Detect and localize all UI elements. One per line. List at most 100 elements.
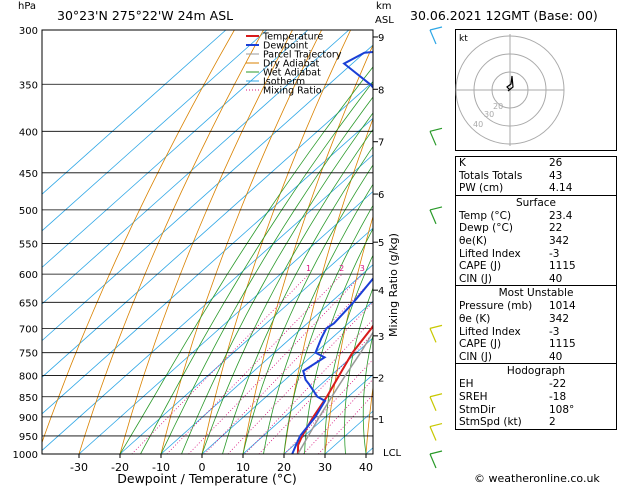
- location-label: 30°23'N 275°22'W 24m ASL: [57, 8, 234, 23]
- mixing-ratio-label: 2: [339, 264, 344, 273]
- series-dewpoint: [291, 50, 373, 454]
- pressure-tick-label: 850: [19, 393, 38, 404]
- mixing-ratio-line: [284, 359, 373, 454]
- lcl-label: LCL: [383, 448, 402, 459]
- mixing-ratio-line: [227, 301, 373, 454]
- legend-item: Temperature: [262, 32, 323, 43]
- mu-row: Pressure (mb) 1014: [459, 300, 576, 313]
- km-tick-label: 3: [378, 332, 384, 343]
- surface-row: Lifted Index -3: [459, 247, 560, 260]
- isotherm-line: [78, 190, 373, 454]
- dry-adiabat-line: [365, 384, 373, 454]
- isotherm-line: [42, 30, 309, 268]
- datetime-label: 30.06.2021 12GMT (Base: 00): [410, 8, 598, 23]
- dry-adiabat-line: [78, 30, 264, 454]
- wind-barb: [429, 127, 443, 132]
- hodograph-ring-label: 30: [484, 110, 494, 119]
- pressure-tick-label: 650: [19, 298, 38, 309]
- isotherm-line: [283, 373, 373, 454]
- x-tick-label: -10: [152, 461, 170, 474]
- x-axis-title: Dewpoint / Temperature (°C): [117, 471, 296, 486]
- mu-row: Lifted Index -3: [459, 325, 560, 338]
- km-tick-label: 7: [378, 138, 384, 149]
- mixing-ratio-axis-title: Mixing Ratio (g/kg): [387, 233, 400, 337]
- pressure-tick-label: 600: [19, 270, 38, 281]
- surface-row: Temp (°C) 23.4: [459, 209, 573, 222]
- pressure-tick-label: 500: [19, 206, 38, 217]
- surface-row: CAPE (J) 1115: [459, 260, 576, 273]
- hodograph-ring-label: 40: [473, 120, 483, 129]
- km-tick-label: 5: [378, 238, 384, 249]
- pressure-tick-label: 350: [19, 80, 38, 91]
- isotherm-line: [42, 30, 268, 232]
- isotherm-line: [42, 154, 373, 451]
- isotherm-line: [42, 44, 373, 342]
- index-row: PW (cm) 4.14: [459, 182, 573, 195]
- hpa-label: hPa: [18, 1, 37, 12]
- x-tick-label: -30: [70, 461, 88, 474]
- hodo-row: EH -22: [459, 378, 567, 391]
- pressure-tick-label: 900: [19, 413, 38, 424]
- surface-row: θe(K) 342: [459, 234, 570, 247]
- pressure-tick-label: 750: [19, 349, 38, 360]
- wet-adiabat-line: [362, 333, 373, 454]
- surface-title: Surface: [515, 196, 556, 209]
- hodograph-unit-label: kt: [459, 34, 468, 44]
- isotherm-line: [201, 300, 373, 454]
- wind-barb: [429, 26, 443, 31]
- km-tick-label: 2: [378, 374, 384, 385]
- plot-frame: [41, 29, 374, 455]
- isotherm-line: [42, 30, 227, 195]
- mu-row: CIN (J) 40: [459, 350, 563, 363]
- index-row: Totals Totals 43: [459, 169, 563, 182]
- isotherm-line: [160, 264, 373, 454]
- pressure-tick-label: 450: [19, 169, 38, 180]
- hodo-row: StmSpd (kt) 2: [459, 416, 556, 429]
- x-tick-label: 10: [236, 461, 250, 474]
- hodo-row: StmDir 108°: [459, 403, 575, 416]
- km-tick-label: 8: [378, 85, 384, 96]
- wind-barb: [429, 206, 443, 211]
- pressure-tick-label: 1000: [13, 450, 38, 461]
- legend-item: Parcel Trajectory: [263, 50, 342, 61]
- wind-barb: [429, 131, 437, 146]
- wet-adiabat-line: [201, 128, 373, 454]
- legend-item: Dry Adiabat: [263, 59, 320, 70]
- hodograph-ring-label: 20: [493, 102, 503, 111]
- isotherm-line: [242, 337, 373, 454]
- wind-barb: [429, 209, 437, 225]
- pressure-tick-label: 950: [19, 432, 38, 443]
- x-tick-label: 30: [318, 461, 332, 474]
- index-row: K 26: [459, 157, 563, 169]
- wind-barb: [429, 328, 437, 343]
- x-tick-label: 40: [359, 461, 373, 474]
- indices-table: K 26 Totals Totals 43 PW (cm) 4.14 Surface …: [455, 156, 617, 430]
- mixing-ratio-label: 1: [306, 264, 311, 273]
- mixing-ratio-label: 8: [413, 264, 418, 273]
- x-tick-label: 20: [277, 461, 291, 474]
- mixing-ratio-label: 4: [375, 264, 380, 273]
- mu-row: CAPE (J) 1115: [459, 338, 576, 351]
- mixing-ratio-line: [188, 273, 363, 454]
- wind-barb: [429, 324, 443, 329]
- x-tick-label: -20: [111, 461, 129, 474]
- isotherm-line: [42, 30, 350, 305]
- km-tick-label: 4: [378, 286, 384, 297]
- legend-item: Wet Adiabat: [263, 68, 321, 79]
- hodograph: kt 20 30 40: [455, 29, 617, 151]
- pressure-tick-label: 800: [19, 371, 38, 382]
- km-tick-label: 9: [378, 33, 384, 44]
- hodograph-trace: [506, 75, 514, 92]
- hodo-row: SREH -18: [459, 390, 567, 403]
- pressure-tick-label: 550: [19, 239, 38, 250]
- x-tick-label: 0: [199, 461, 206, 474]
- km-label: km: [376, 1, 392, 12]
- mixing-ratio-line: [131, 273, 310, 454]
- hodograph-table-title: Hodograph: [506, 365, 566, 378]
- wind-barb: [429, 393, 443, 398]
- wind-barb: [429, 396, 437, 412]
- pressure-tick-label: 400: [19, 127, 38, 138]
- wind-barb: [429, 450, 443, 455]
- dry-adiabat-line: [42, 30, 235, 444]
